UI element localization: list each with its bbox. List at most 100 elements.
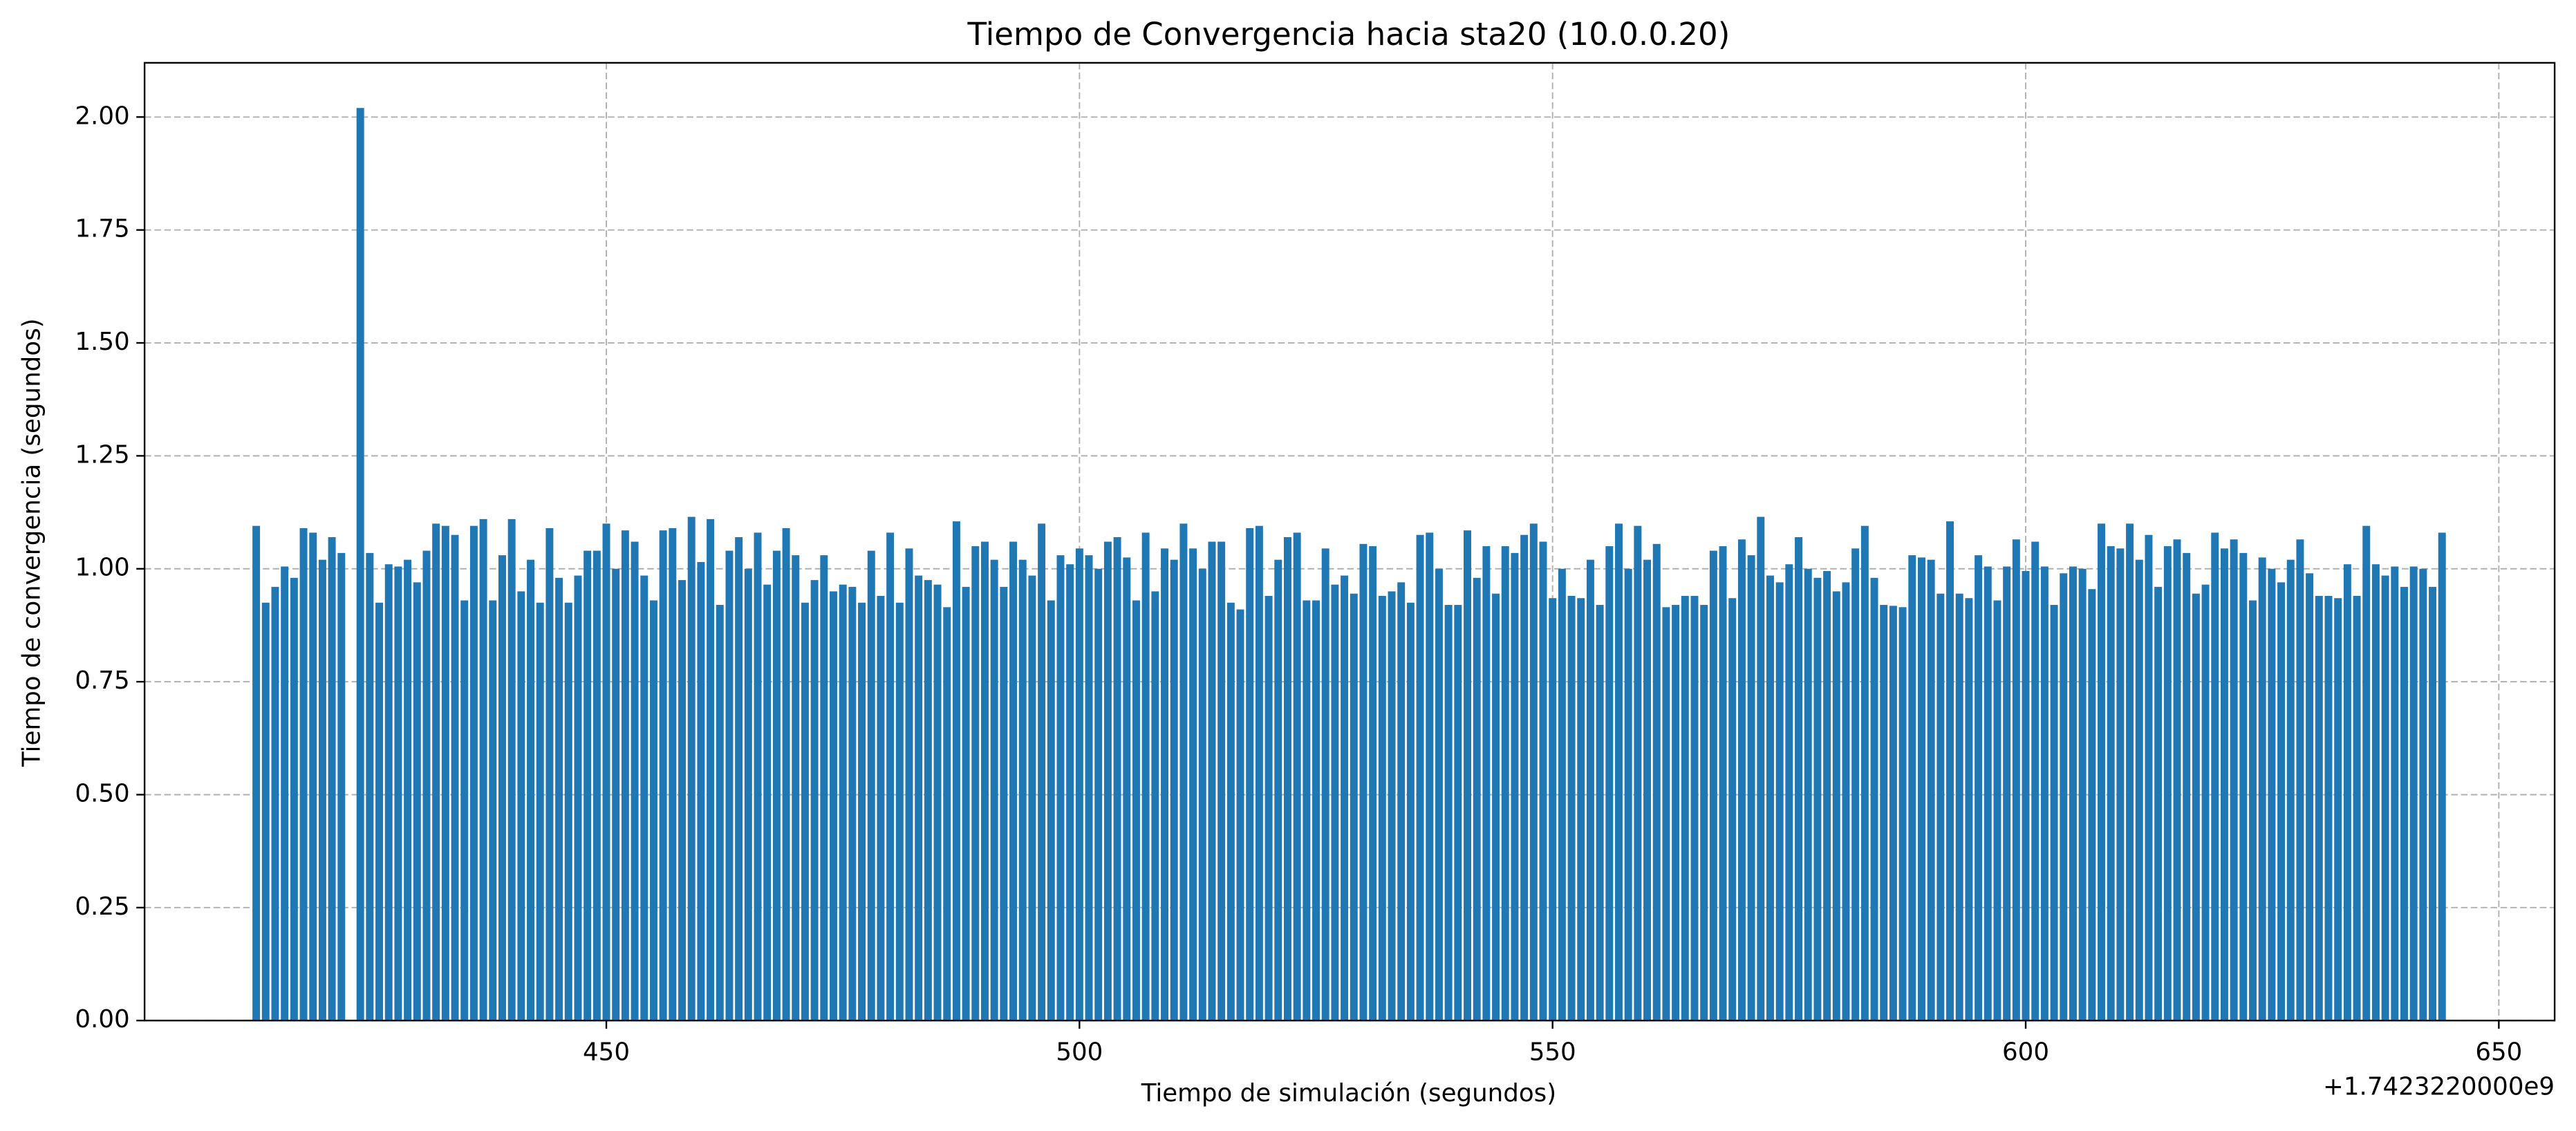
y-tick-label: 0.00 <box>75 1005 129 1034</box>
bar <box>602 523 610 1021</box>
bar <box>2409 566 2418 1021</box>
bar <box>2192 593 2200 1021</box>
bar <box>943 607 951 1021</box>
bar <box>1397 582 1406 1021</box>
x-tick-label: 600 <box>2002 1038 2049 1067</box>
bar <box>1331 584 1339 1021</box>
bar <box>252 525 261 1021</box>
bar <box>1775 582 1784 1021</box>
bar <box>1804 568 1812 1021</box>
bar <box>810 580 819 1021</box>
bar <box>1170 559 1178 1021</box>
bar <box>2201 584 2210 1021</box>
bar <box>2419 568 2427 1021</box>
bar <box>2220 548 2228 1021</box>
bar <box>612 568 620 1021</box>
bar <box>1274 559 1282 1021</box>
bar <box>1454 605 1462 1021</box>
bar <box>1795 537 1803 1021</box>
bar <box>261 602 270 1021</box>
bar <box>1747 555 1755 1021</box>
bar <box>1501 546 1509 1021</box>
bar <box>2296 539 2304 1021</box>
bar <box>2116 548 2125 1021</box>
bar <box>1350 593 1358 1021</box>
bar <box>697 561 705 1021</box>
bar <box>877 595 885 1021</box>
bar <box>1312 600 1320 1021</box>
bar <box>2003 566 2011 1021</box>
bar <box>1955 593 1963 1021</box>
bar <box>631 541 639 1021</box>
bar <box>2211 532 2219 1021</box>
bar <box>1993 600 2001 1021</box>
bar <box>1842 582 1850 1021</box>
bar <box>1085 555 1093 1021</box>
bar <box>2126 523 2134 1021</box>
bar <box>584 550 592 1021</box>
bar <box>1000 586 1008 1021</box>
bar <box>687 516 696 1021</box>
bar <box>669 527 677 1021</box>
bar <box>735 537 743 1021</box>
x-tick-label: 650 <box>2475 1038 2522 1067</box>
bar <box>1870 577 1878 1021</box>
bar <box>1473 577 1481 1021</box>
bar <box>678 580 686 1021</box>
x-tick-label: 450 <box>583 1038 630 1067</box>
bar <box>725 550 734 1021</box>
bar <box>1094 568 1103 1021</box>
x-tick-label: 500 <box>1056 1038 1103 1067</box>
bar <box>1321 548 1329 1021</box>
bar <box>1047 600 1055 1021</box>
bar <box>1103 541 1112 1021</box>
bar <box>498 555 506 1021</box>
bar <box>1700 605 1708 1021</box>
bar <box>1889 606 1897 1021</box>
x-offset-label: +1.7423220000e9 <box>2323 1073 2555 1101</box>
bar <box>527 559 535 1021</box>
bar <box>2353 595 2361 1021</box>
bar <box>1444 605 1453 1021</box>
bar <box>1728 598 1737 1021</box>
bar <box>2173 539 2181 1021</box>
bar <box>830 591 837 1021</box>
bar <box>1984 566 1992 1021</box>
bar <box>1464 530 1471 1021</box>
bar <box>2249 600 2257 1021</box>
bar <box>1757 516 1765 1021</box>
bar <box>621 530 629 1021</box>
bar <box>2050 605 2058 1021</box>
bar <box>1549 598 1557 1021</box>
bar <box>1179 523 1188 1021</box>
bar <box>848 586 857 1021</box>
bar <box>772 550 781 1021</box>
bar <box>1558 568 1566 1021</box>
bar <box>1038 523 1046 1021</box>
bar <box>1596 605 1604 1021</box>
bar <box>2268 568 2276 1021</box>
bar <box>1709 550 1717 1021</box>
bar <box>1482 546 1491 1021</box>
bar <box>915 575 923 1021</box>
bar <box>1880 605 1888 1021</box>
bar <box>990 559 998 1021</box>
bar <box>981 541 989 1021</box>
bar <box>1406 602 1415 1021</box>
bar <box>356 108 364 1021</box>
bar <box>1539 541 1547 1021</box>
bar <box>1681 595 1689 1021</box>
bar <box>1917 557 1925 1021</box>
bar <box>299 527 308 1021</box>
bar <box>2400 586 2408 1021</box>
bar <box>1567 595 1576 1021</box>
y-tick-label: 1.25 <box>75 440 129 469</box>
bar <box>1161 548 1169 1021</box>
bar <box>1860 525 1869 1021</box>
bar <box>545 527 554 1021</box>
bar <box>707 518 715 1021</box>
bar <box>2060 573 2068 1021</box>
bar <box>2306 573 2314 1021</box>
bar <box>1823 571 1831 1021</box>
bar <box>2277 582 2286 1021</box>
